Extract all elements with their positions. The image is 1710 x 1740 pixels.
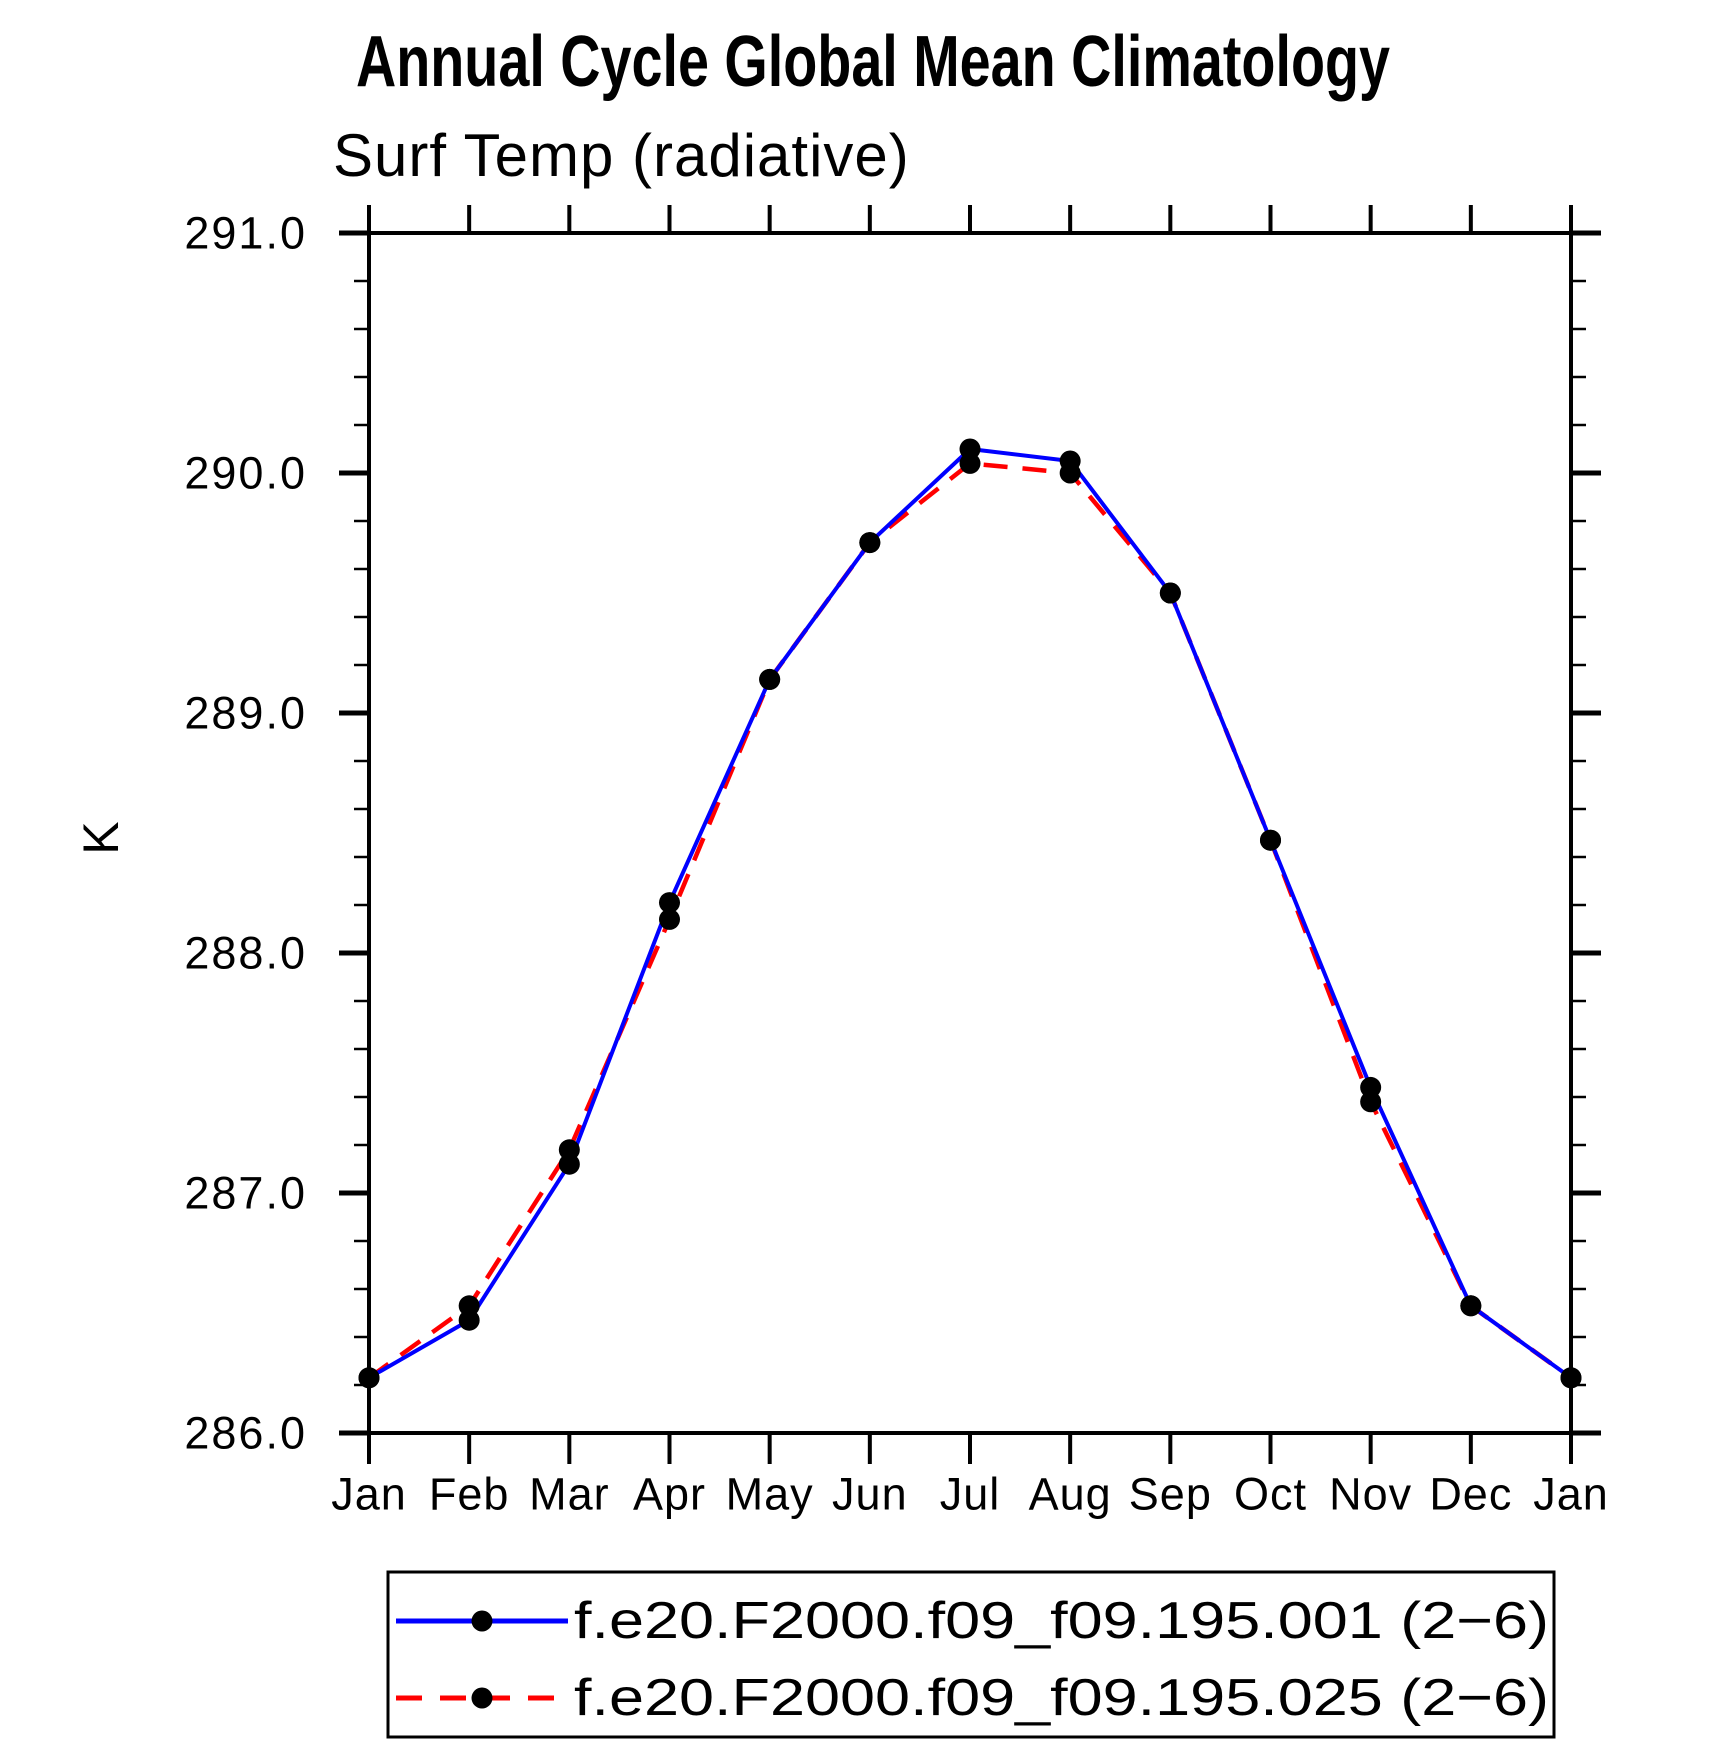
- x-tick-labels: Jan Feb Mar Apr May Jun Jul Aug Sep Oct Nov Dec Jan: [331, 1469, 1609, 1520]
- legend: f.e20.F2000.f09_f09.195.001 (2−6) f.e20.F…: [386, 1570, 1556, 1739]
- data-point-marker: [1460, 1295, 1482, 1317]
- series-line-0: [368, 446, 1573, 1380]
- plot-frame-border: [367, 231, 1573, 1435]
- data-point-marker: [859, 532, 881, 554]
- y-tick-labels: 286.0 287.0 288.0 289.0 290.0 291.0: [184, 208, 307, 1459]
- chart-title: Annual Cycle Global Mean Climatology: [356, 22, 1390, 102]
- data-point-marker: [1360, 1091, 1382, 1113]
- x-tick-label: Sep: [1129, 1469, 1212, 1520]
- x-tick-label: Mar: [529, 1469, 610, 1520]
- data-series: [367, 446, 1573, 1380]
- legend-label: f.e20.F2000.f09_f09.195.001 (2−6): [574, 1592, 1549, 1650]
- data-point-marker: [1260, 829, 1281, 851]
- legend-label: f.e20.F2000.f09_f09.195.025 (2−6): [574, 1669, 1549, 1727]
- y-tick-label: 291.0: [184, 208, 307, 259]
- legend-box: [386, 1570, 1556, 1739]
- data-point-marker: [659, 892, 680, 914]
- data-point-marker: [1560, 1367, 1582, 1389]
- y-tick-label: 286.0: [184, 1408, 307, 1459]
- data-point-marker: [759, 668, 781, 690]
- series-line-1: [367, 461, 1573, 1380]
- x-tick-label: Nov: [1329, 1469, 1412, 1520]
- data-markers: [358, 438, 1582, 1389]
- x-tick-label: Jan: [331, 1469, 407, 1520]
- data-point-marker: [1059, 450, 1081, 472]
- x-tick-label: Apr: [633, 1469, 706, 1520]
- x-tick-label: Aug: [1029, 1469, 1112, 1520]
- x-tick-label: Jun: [832, 1469, 908, 1520]
- data-point-marker: [959, 438, 981, 460]
- y-axis-title: K: [73, 821, 129, 854]
- plot-frame: [367, 231, 1573, 1435]
- x-tick-label: Feb: [429, 1469, 510, 1520]
- y-tick-label: 290.0: [184, 448, 307, 499]
- data-point-marker: [558, 1139, 580, 1161]
- data-point-marker: [358, 1367, 380, 1389]
- chart-subtitle: Surf Temp (radiative): [333, 122, 910, 189]
- y-tick-label: 288.0: [184, 928, 307, 979]
- data-point-marker: [458, 1295, 480, 1317]
- x-tick-label: Jan: [1533, 1469, 1609, 1520]
- y-tick-label: 289.0: [184, 688, 307, 739]
- data-point-marker: [1159, 582, 1181, 604]
- x-tick-label: Oct: [1234, 1469, 1307, 1520]
- data-point-marker: [1360, 1076, 1382, 1098]
- x-tick-label: Jul: [940, 1469, 1001, 1520]
- x-tick-label: May: [726, 1469, 814, 1520]
- legend-marker: [471, 1687, 493, 1709]
- data-point-marker: [659, 908, 680, 930]
- data-point-marker: [458, 1309, 480, 1331]
- y-tick-label: 287.0: [184, 1168, 307, 1219]
- axis-ticks: [339, 205, 1601, 1464]
- x-tick-label: Dec: [1429, 1469, 1512, 1520]
- data-point-marker: [959, 452, 981, 474]
- data-point-marker: [558, 1153, 580, 1175]
- legend-marker: [471, 1610, 493, 1632]
